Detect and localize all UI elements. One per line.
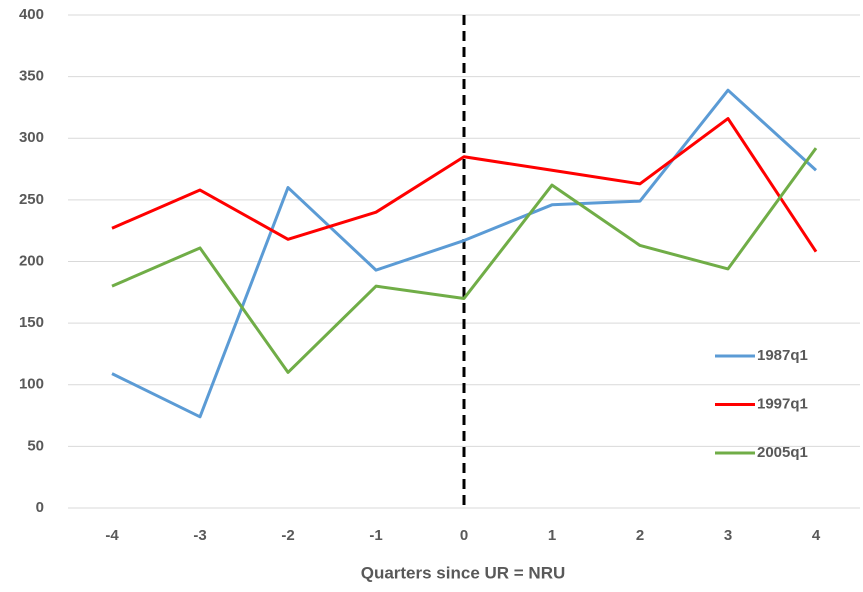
data-line: [111, 147, 818, 374]
y-tick-label: 0: [36, 499, 44, 516]
x-tick-label: 3: [724, 527, 732, 544]
y-tick-label: 100: [19, 376, 44, 393]
x-tick-label: -4: [105, 527, 119, 544]
x-tick-label: -2: [281, 527, 294, 544]
legend-label: 1997q1: [757, 395, 808, 412]
data-line: [111, 117, 818, 253]
y-tick-label: 400: [19, 6, 44, 23]
x-tick-label: 2: [636, 527, 644, 544]
y-tick-label: 50: [27, 437, 44, 454]
x-tick-label: 0: [460, 527, 468, 544]
legend-label: 2005q1: [757, 444, 808, 461]
x-tick-label: -1: [369, 527, 382, 544]
x-tick-label: 1: [548, 527, 556, 544]
y-tick-label: 350: [19, 68, 44, 85]
y-tick-label: 250: [19, 191, 44, 208]
y-tick-label: 200: [19, 252, 44, 269]
x-axis-title: Quarters since UR = NRU: [361, 563, 566, 582]
x-tick-label: 4: [812, 527, 821, 544]
legend-label: 1987q1: [757, 347, 808, 364]
x-tick-label: -3: [193, 527, 206, 544]
data-line: [111, 88, 818, 419]
y-tick-label: 150: [19, 314, 44, 331]
y-tick-label: 300: [19, 129, 44, 146]
